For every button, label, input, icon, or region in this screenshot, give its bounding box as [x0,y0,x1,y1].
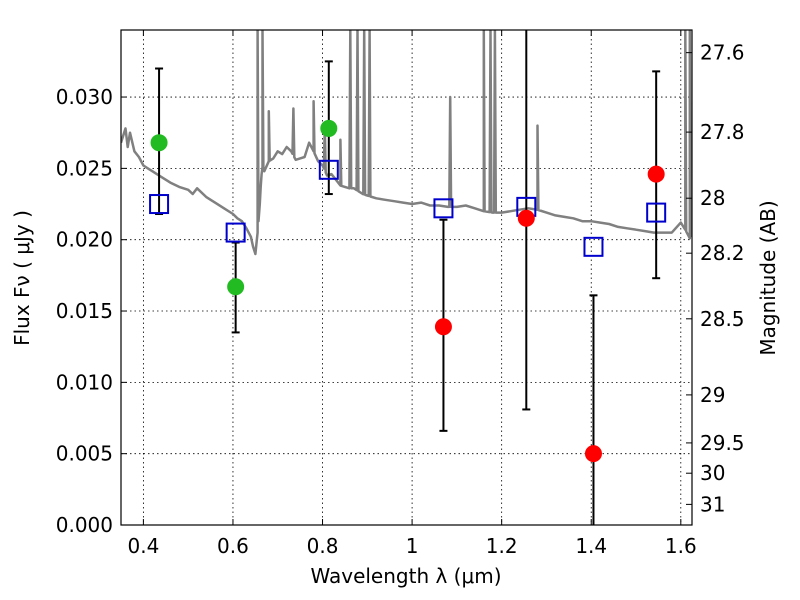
x-tick-label: 1.6 [665,534,697,558]
right-axis-title: Magnitude (AB) [756,200,780,355]
ticks: 0.4 0.6 0.8 1 1.2 1.4 1.6 0.000 0.005 0.010 0.015 0… [56,30,745,558]
right-tick-label: 31 [700,492,725,516]
markers [149,30,667,525]
x-tick-label: 0.6 [217,534,249,558]
model-flux-square [433,198,454,219]
right-tick-label: 30 [700,461,725,485]
model-spectrum-line [121,30,692,256]
y-axis-title: Flux Fν ( μJy ) [10,210,34,346]
detection-point [320,119,338,137]
y-tick-label: 0.015 [56,299,113,323]
right-tick-label: 28.2 [700,241,745,265]
plot-frame [120,29,693,526]
x-tick-label: 0.8 [307,534,339,558]
right-tick-label: 28 [700,186,725,210]
y-tick-label: 0.005 [56,442,113,466]
y-tick-label: 0.010 [56,370,113,394]
right-tick-label: 29.5 [700,431,745,455]
x-tick-label: 1.2 [486,534,518,558]
y-tick-label: 0.020 [56,228,113,252]
x-tick-label: 1 [406,534,419,558]
model-flux-square [318,159,339,180]
y-tick-label: 0.025 [56,156,113,180]
x-axis-title: Wavelength λ (μm) [310,564,501,588]
model-flux-square [583,236,604,257]
grid [121,30,692,526]
right-tick-label: 27.6 [700,41,745,65]
nondetection-point [434,318,452,336]
right-tick-label: 29 [700,383,725,407]
x-tick-label: 0.4 [127,534,159,558]
nondetection-point [647,165,665,183]
y-tick-label: 0.000 [56,513,113,537]
model-flux-square [149,194,170,215]
plot-area [121,30,692,256]
y-tick-label: 0.030 [56,85,113,109]
x-tick-label: 1.4 [575,534,607,558]
detection-point [150,134,168,152]
nondetection-point [584,445,602,463]
right-tick-label: 28.5 [700,307,745,331]
detection-point [227,278,245,296]
right-tick-label: 27.8 [700,120,745,144]
nondetection-point [517,209,535,227]
model-flux-square [646,202,667,223]
model-flux-square [225,222,246,243]
